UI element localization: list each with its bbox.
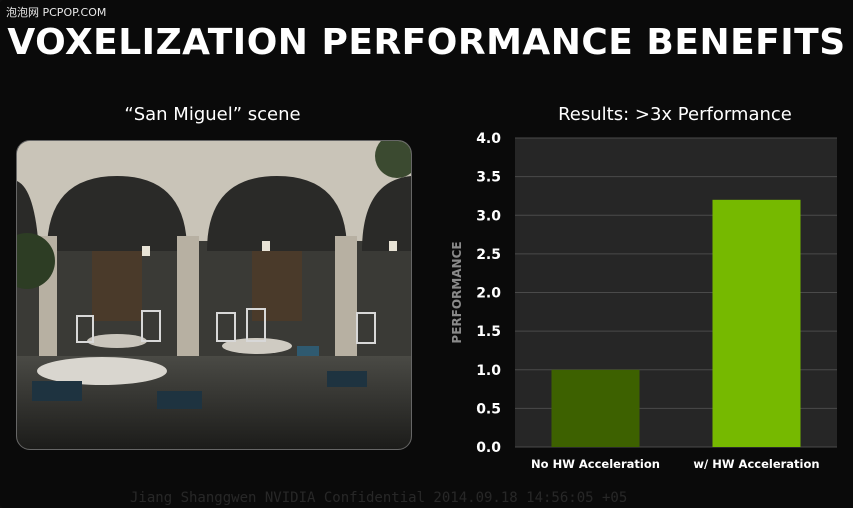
y-tick-label: 0.5	[476, 401, 501, 417]
y-tick-label: 4.0	[476, 131, 501, 147]
y-tick-label: 1.5	[476, 324, 501, 340]
results-heading: Results: >3x Performance	[558, 104, 792, 125]
confidential-footer: Jiang Shanggwen NVIDIA Confidential 2014…	[130, 490, 628, 506]
san-miguel-scene-image	[16, 140, 412, 450]
slide-title: VOXELIZATION PERFORMANCE BENEFITS	[7, 22, 846, 63]
scene-heading: “San Miguel” scene	[124, 104, 301, 125]
x-tick-label: No HW Acceleration	[531, 457, 660, 471]
bar	[712, 199, 801, 447]
bar	[551, 369, 640, 447]
y-tick-label: 3.5	[476, 170, 501, 186]
y-tick-label: 2.0	[476, 286, 501, 302]
site-watermark: 泡泡网 PCPOP.COM	[6, 6, 107, 19]
y-axis-label: PERFORMANCE	[450, 241, 464, 343]
x-tick-label: w/ HW Acceleration	[693, 457, 819, 471]
y-tick-label: 1.0	[476, 363, 501, 379]
performance-bar-chart: 0.0 0.5 1.0 1.5 2.0 2.5 3.0 3.5 4.0 PERFORMANCE No…	[440, 125, 853, 480]
y-tick-label: 2.5	[476, 247, 501, 263]
y-tick-label: 3.0	[476, 208, 501, 224]
chart-svg: 0.0 0.5 1.0 1.5 2.0 2.5 3.0 3.5 4.0 PERFORMANCE No…	[450, 131, 837, 471]
y-tick-label: 0.0	[476, 440, 501, 456]
